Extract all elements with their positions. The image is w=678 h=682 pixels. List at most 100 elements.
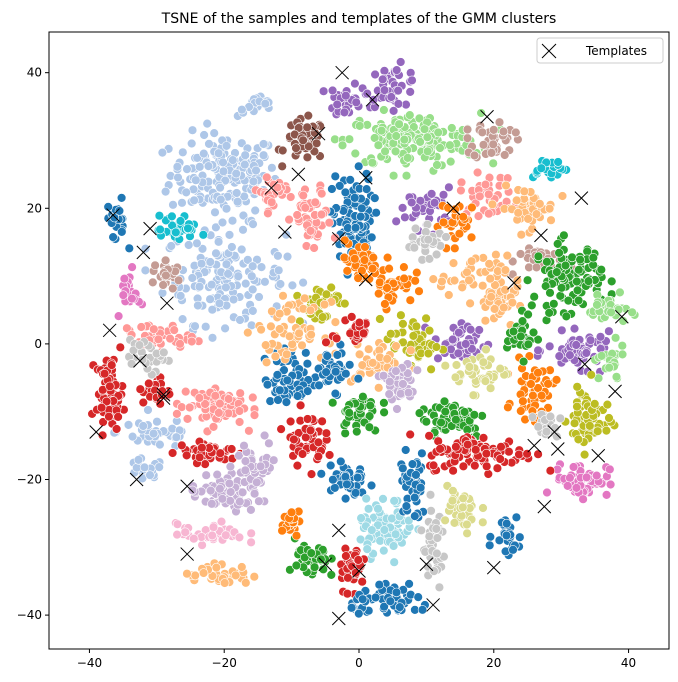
sample-point: [269, 455, 279, 465]
sample-point: [480, 316, 491, 326]
sample-point: [535, 199, 545, 209]
sample-point: [517, 316, 528, 326]
sample-point: [189, 533, 199, 544]
sample-point: [388, 541, 399, 551]
sample-point: [508, 326, 519, 337]
sample-point: [340, 493, 351, 504]
template-marker: [486, 560, 501, 575]
sample-point: [462, 528, 472, 538]
sample-point: [467, 202, 477, 213]
sample-point: [262, 172, 272, 183]
sample-point: [451, 415, 461, 425]
sample-point: [373, 520, 383, 530]
sample-point: [235, 496, 245, 507]
sample-point: [444, 182, 454, 193]
sample-point: [384, 389, 394, 399]
sample-point: [305, 425, 316, 436]
sample-point: [214, 408, 224, 418]
sample-point: [572, 285, 583, 296]
sample-point: [500, 150, 510, 160]
sample-point: [251, 165, 261, 176]
sample-point: [204, 139, 214, 149]
sample-point: [557, 191, 568, 201]
sample-point: [560, 260, 571, 271]
sample-point: [187, 138, 197, 149]
sample-point: [519, 186, 529, 197]
sample-point: [419, 124, 430, 134]
sample-point: [281, 230, 291, 240]
sample-point: [140, 265, 151, 276]
sample-point: [423, 235, 433, 245]
sample-point: [190, 321, 200, 331]
sample-point: [478, 503, 488, 513]
sample-point: [464, 362, 475, 372]
sample-point: [114, 206, 125, 216]
sample-point: [197, 244, 208, 254]
sample-point: [373, 140, 384, 150]
template-marker: [143, 221, 157, 236]
sample-point: [154, 211, 165, 221]
sample-point: [225, 496, 235, 506]
sample-point: [210, 391, 221, 401]
sample-point: [553, 157, 563, 167]
sample-point: [568, 462, 579, 472]
template-marker: [365, 92, 380, 107]
sample-point: [208, 522, 219, 532]
sample-point: [278, 291, 288, 301]
sample-point: [240, 159, 250, 170]
sample-point: [433, 353, 443, 363]
sample-point: [428, 274, 438, 284]
sample-point: [148, 277, 158, 288]
sample-point: [356, 211, 366, 222]
sample-point: [177, 314, 188, 324]
sample-point: [173, 172, 183, 183]
x-axis: −40 −20 0 20 40: [77, 649, 636, 670]
sample-point: [221, 204, 232, 214]
sample-point: [536, 390, 547, 401]
sample-point: [157, 288, 168, 298]
sample-point: [434, 582, 445, 592]
sample-point: [317, 188, 327, 199]
sample-point: [523, 214, 533, 224]
sample-point: [511, 127, 521, 138]
sample-point: [234, 450, 244, 461]
sample-point: [543, 379, 553, 389]
sample-point: [364, 344, 374, 354]
sample-point: [362, 88, 372, 99]
sample-point: [403, 368, 413, 378]
sample-point: [187, 273, 198, 283]
template-marker: [591, 448, 606, 463]
template-marker: [136, 245, 151, 260]
sample-point: [422, 132, 433, 142]
sample-point: [328, 398, 338, 408]
sample-point: [255, 461, 266, 471]
sample-point: [232, 197, 243, 207]
sample-point: [344, 134, 355, 144]
sample-point: [226, 444, 237, 454]
sample-point: [445, 140, 455, 150]
sample-point: [199, 148, 209, 159]
sample-point: [379, 525, 390, 535]
sample-point: [546, 215, 556, 225]
legend-x-icon: [541, 43, 557, 59]
sample-point: [485, 383, 496, 393]
sample-point: [447, 496, 458, 506]
sample-point: [438, 190, 449, 200]
sample-point: [339, 252, 350, 263]
sample-point: [244, 426, 254, 436]
sample-point: [155, 439, 165, 450]
sample-point: [450, 243, 460, 254]
sample-point: [567, 252, 577, 263]
template-marker: [331, 611, 346, 626]
sample-point: [311, 217, 322, 228]
sample-point: [330, 134, 340, 145]
sample-point: [231, 168, 241, 179]
sample-point: [267, 197, 277, 207]
sample-point: [478, 357, 489, 367]
sample-point: [379, 85, 390, 95]
sample-point: [485, 532, 495, 542]
sample-point: [483, 469, 493, 479]
sample-point: [304, 141, 314, 152]
sample-point: [464, 275, 474, 285]
template-marker: [311, 126, 326, 141]
